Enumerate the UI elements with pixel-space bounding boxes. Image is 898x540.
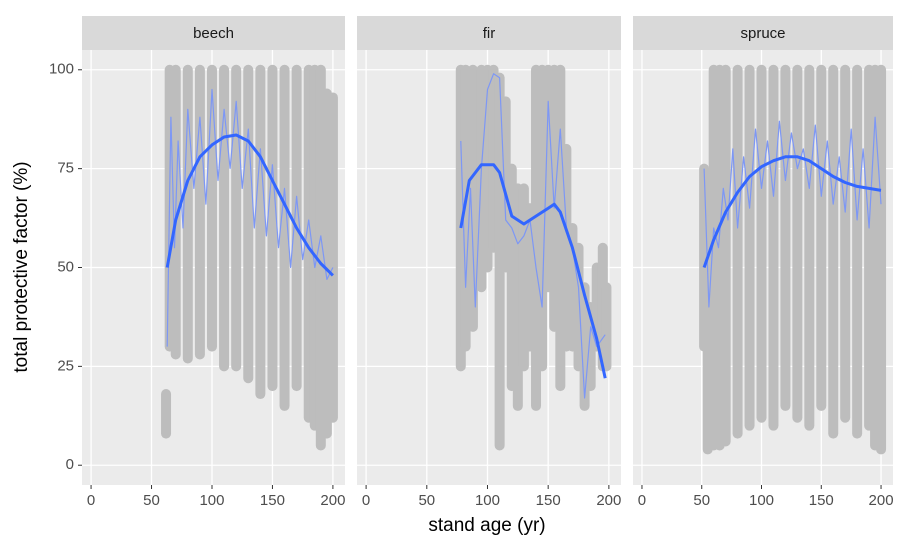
- trend-line: [459, 163, 607, 379]
- y-tick-label: 25: [57, 357, 74, 374]
- x-tick-label: 100: [475, 492, 500, 509]
- x-tick-label: 0: [638, 492, 646, 509]
- x-tick-label: 50: [693, 492, 710, 509]
- y-tick-label: 50: [57, 258, 74, 275]
- trend-line: [165, 133, 334, 277]
- x-tick-label: 200: [869, 492, 894, 509]
- strip-label: spruce: [740, 25, 785, 42]
- x-tick-label: 200: [596, 492, 621, 509]
- x-tick-label: 50: [418, 492, 435, 509]
- strip: [633, 16, 893, 50]
- x-axis-title: stand age (yr): [428, 515, 545, 536]
- x-tick-label: 150: [536, 492, 561, 509]
- x-tick-label: 50: [143, 492, 160, 509]
- y-tick-label: 0: [66, 456, 74, 473]
- strip-label: fir: [483, 25, 496, 42]
- trend-line: [166, 88, 334, 347]
- trend-line: [702, 155, 882, 268]
- x-tick-label: 0: [87, 492, 95, 509]
- x-tick-label: 0: [362, 492, 370, 509]
- y-axis-title: total protective factor (%): [11, 161, 32, 372]
- x-tick-label: 150: [260, 492, 285, 509]
- x-tick-label: 100: [749, 492, 774, 509]
- strip: [357, 16, 621, 50]
- x-tick-label: 200: [320, 492, 345, 509]
- y-tick-label: 75: [57, 160, 74, 177]
- strip: [82, 16, 345, 50]
- y-tick-label: 100: [49, 61, 74, 78]
- strip-label: beech: [193, 25, 234, 42]
- x-tick-label: 100: [199, 492, 224, 509]
- x-tick-label: 150: [809, 492, 834, 509]
